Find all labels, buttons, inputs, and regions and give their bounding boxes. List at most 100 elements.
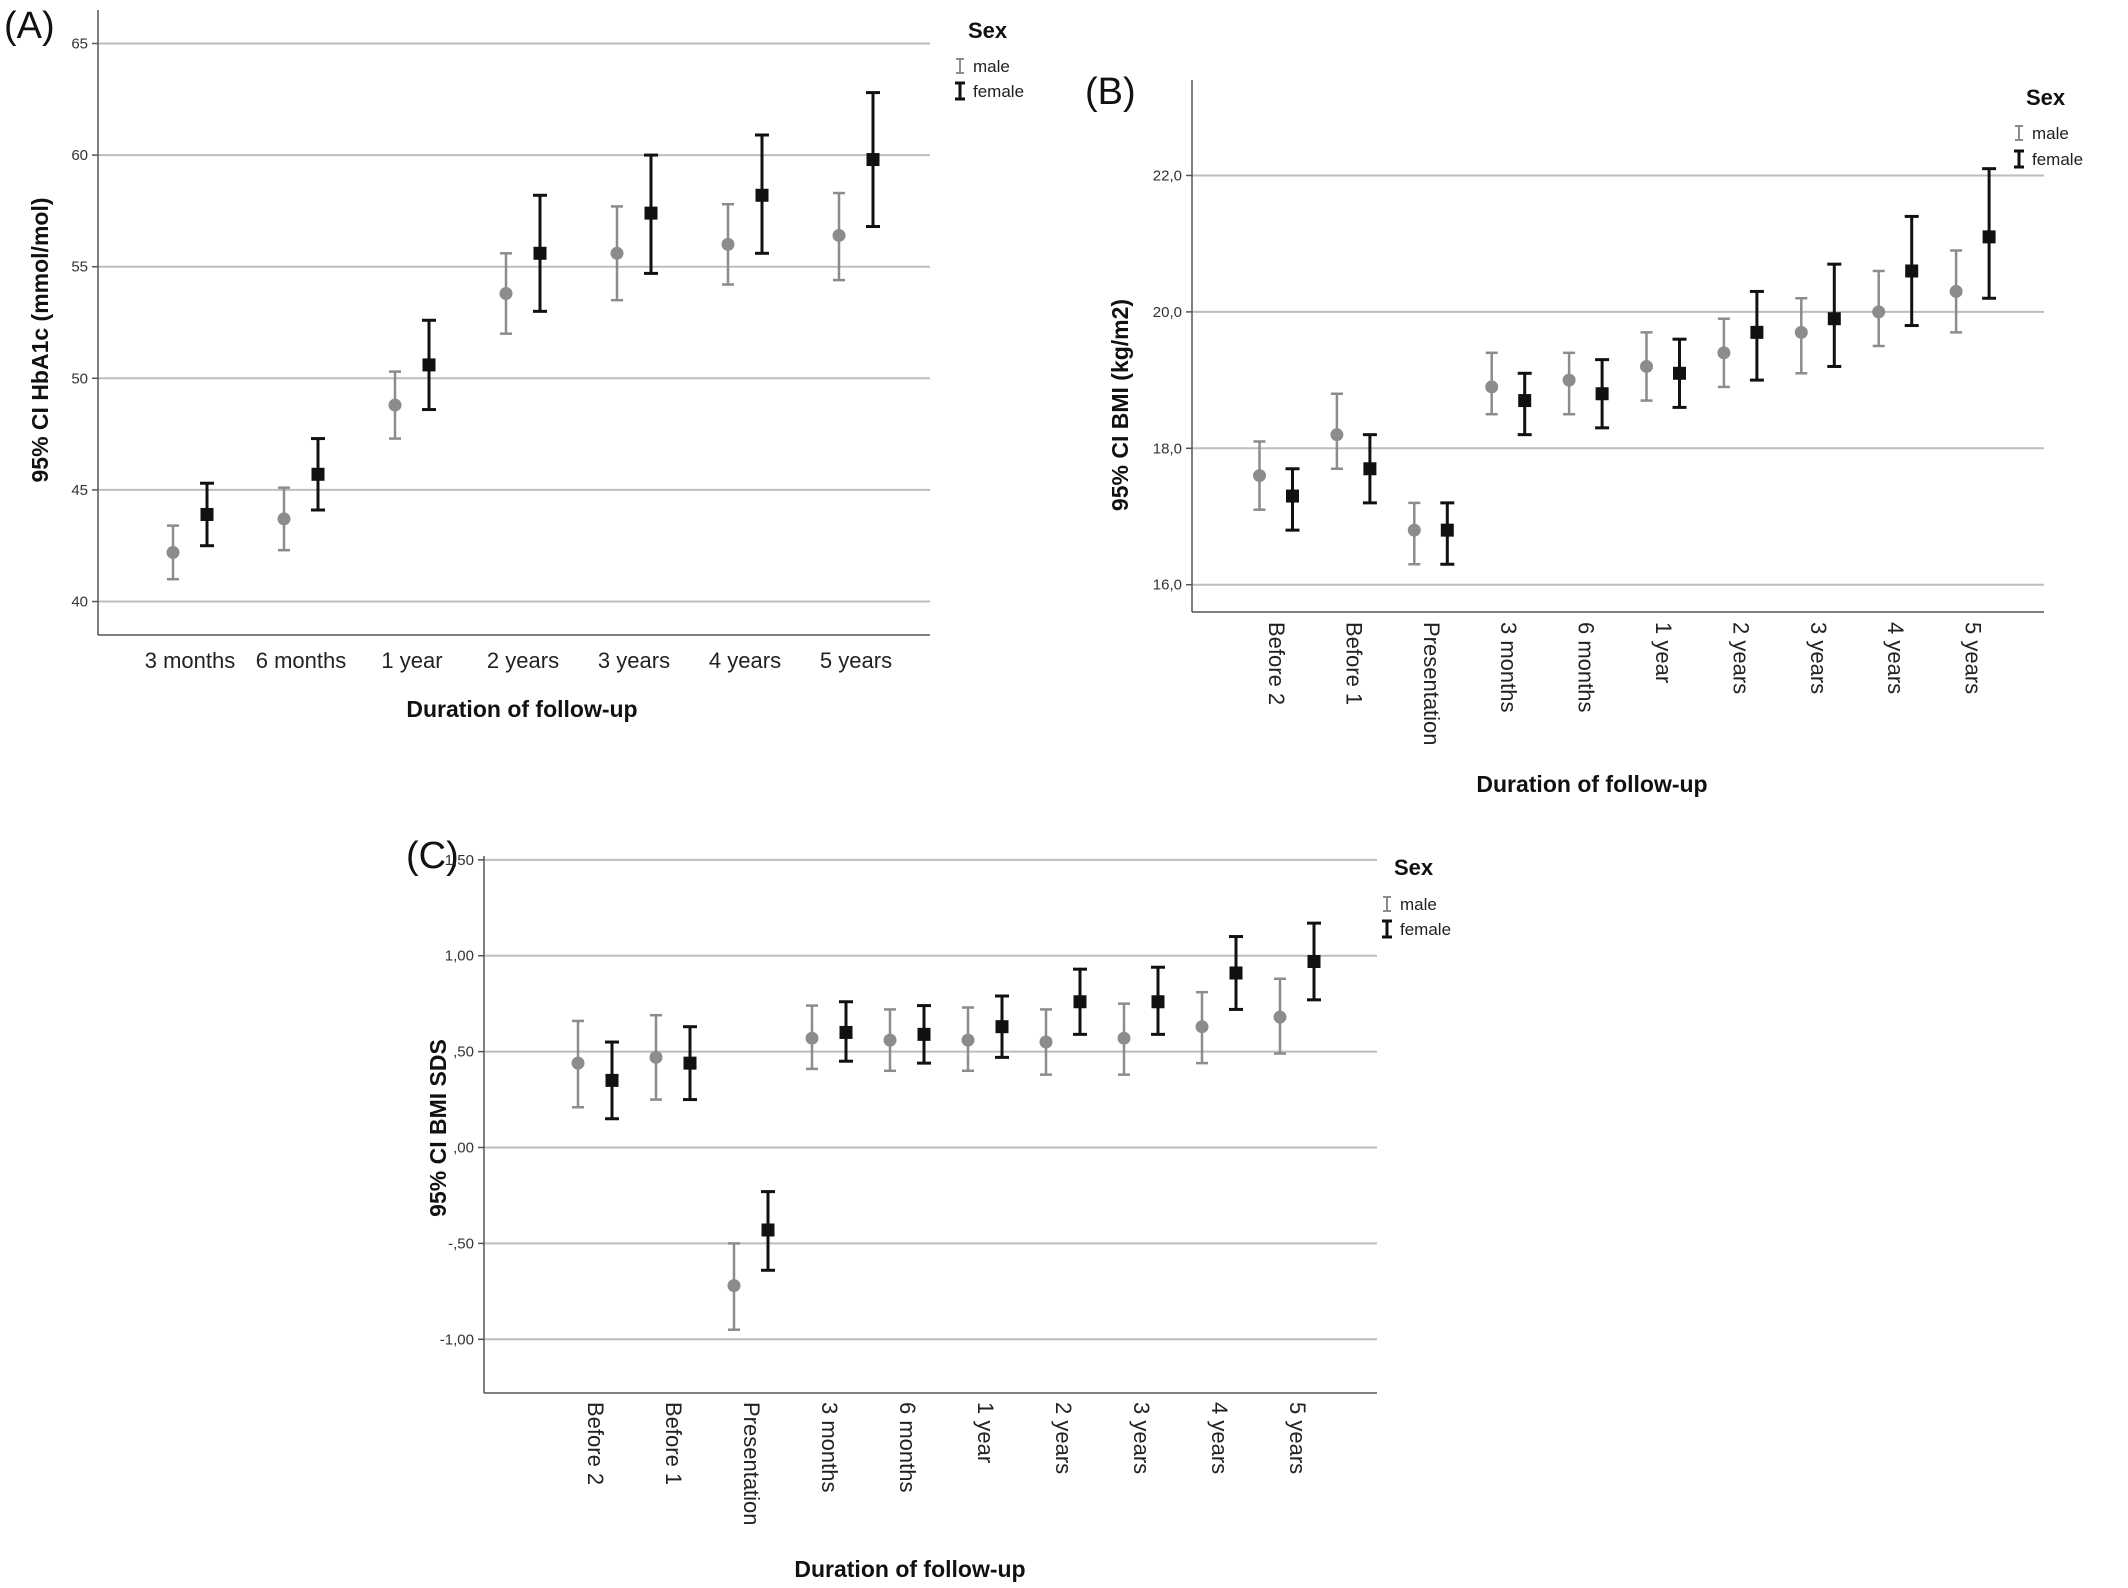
- point-female-3-months: [1518, 394, 1532, 408]
- point-male-5-years: [832, 228, 846, 242]
- legend-swatch-female: [2014, 149, 2024, 169]
- point-male-presentation: [1407, 523, 1421, 537]
- legend-title: Sex: [968, 18, 1008, 43]
- point-female-2-years: [1750, 325, 1764, 339]
- point-female-1-year: [995, 1020, 1009, 1034]
- y-tick-label: 65: [71, 35, 88, 52]
- point-male-4-years: [1195, 1020, 1209, 1034]
- panel-label: (A): [4, 5, 55, 47]
- legend-label-female: female: [1400, 920, 1451, 939]
- y-tick-label: 1,50: [445, 852, 474, 869]
- point-male-6-months: [277, 512, 291, 526]
- panel-label: (C): [406, 835, 459, 877]
- y-axis-title: 95% CI HbA1c (mmol/mol): [27, 198, 53, 483]
- point-male-before-2: [1253, 469, 1266, 483]
- point-male-6-months: [883, 1033, 897, 1047]
- y-tick-label: 16,0: [1153, 577, 1182, 594]
- legend-swatch-male: [956, 58, 964, 74]
- y-tick-label: 40: [71, 594, 88, 611]
- legend-label-male: male: [1400, 895, 1437, 914]
- point-male-3-months: [166, 545, 180, 559]
- point-female-2-years: [533, 246, 547, 260]
- point-female-before-1: [1363, 462, 1377, 476]
- point-female-presentation: [761, 1223, 775, 1237]
- x-tick-label: 4 years: [709, 648, 781, 673]
- point-female-1-year: [422, 358, 436, 372]
- y-tick-label: 45: [71, 482, 88, 499]
- point-male-4-years: [721, 237, 735, 251]
- legend-label-male: male: [973, 57, 1010, 76]
- y-axis-title: 95% CI BMI (kg/m2): [1107, 299, 1133, 511]
- x-tick-label: 2 years: [1051, 1402, 1076, 1474]
- point-female-4-years: [1229, 966, 1243, 980]
- x-tick-label: 3 years: [1806, 622, 1831, 694]
- x-tick-label: 1 year: [973, 1402, 998, 1463]
- point-male-6-months: [1562, 373, 1576, 387]
- x-tick-label: 2 years: [1728, 622, 1753, 694]
- legend-title: Sex: [2026, 85, 2066, 110]
- x-tick-label: Before 2: [1264, 622, 1289, 705]
- panel-a: (A) 40 45 50 55 60 65 3 months 6 months 1 year 2 …: [4, 5, 1024, 722]
- legend: Sex male female: [1394, 855, 1451, 939]
- y-tick-label: 20,0: [1153, 304, 1182, 321]
- y-tick-label: ,00: [453, 1140, 474, 1157]
- point-male-3-years: [1117, 1031, 1131, 1045]
- y-tick-label: -,50: [448, 1235, 474, 1252]
- x-tick-label: 5 years: [1285, 1402, 1310, 1474]
- point-male-5-years: [1273, 1010, 1287, 1024]
- point-female-3-years: [644, 206, 658, 220]
- y-tick-label: 50: [71, 370, 88, 387]
- plot-area: -1,00 -,50 ,00 ,50 1,00 1,50 Before 2 Before 1 P…: [440, 852, 1392, 1526]
- legend: Sex male female: [2026, 85, 2083, 169]
- point-female-5-years: [1982, 230, 1996, 244]
- point-male-3-months: [805, 1031, 819, 1045]
- point-male-2-years: [499, 286, 513, 300]
- point-female-5-years: [866, 153, 880, 167]
- x-tick-label: 3 months: [145, 648, 236, 673]
- y-tick-label: 18,0: [1153, 440, 1182, 457]
- point-male-before-2: [571, 1056, 585, 1070]
- x-tick-label: Presentation: [1419, 622, 1444, 746]
- point-male-2-years: [1717, 346, 1731, 360]
- point-male-before-1: [649, 1050, 663, 1064]
- point-male-5-years: [1949, 284, 1963, 298]
- point-male-1-year: [388, 398, 402, 412]
- legend-swatch-male: [2015, 125, 2023, 141]
- x-tick-label: 3 years: [598, 648, 670, 673]
- x-tick-label: 3 months: [817, 1402, 842, 1493]
- y-tick-label: 22,0: [1153, 167, 1182, 184]
- point-female-6-months: [1595, 387, 1609, 401]
- y-tick-label: ,50: [453, 1044, 474, 1061]
- legend-label-female: female: [973, 82, 1024, 101]
- point-female-3-years: [1151, 995, 1165, 1009]
- panel-label: (B): [1085, 71, 1136, 113]
- point-male-3-years: [1794, 325, 1808, 339]
- point-male-1-year: [961, 1033, 975, 1047]
- point-male-1-year: [1640, 359, 1653, 373]
- point-female-3-months: [839, 1025, 853, 1039]
- x-tick-label: 6 months: [1574, 622, 1599, 713]
- legend-swatch-male: [1383, 896, 1391, 912]
- x-tick-label: 2 years: [487, 648, 559, 673]
- y-tick-label: -1,00: [440, 1331, 474, 1348]
- legend-swatch-female: [955, 81, 965, 101]
- point-male-4-years: [1872, 305, 1886, 319]
- point-female-3-months: [200, 507, 214, 521]
- point-female-before-2: [1286, 489, 1299, 503]
- x-tick-label: 6 months: [256, 648, 347, 673]
- point-male-3-years: [610, 246, 624, 260]
- point-male-before-1: [1330, 428, 1344, 442]
- legend-label-male: male: [2032, 124, 2069, 143]
- point-male-3-months: [1485, 380, 1499, 394]
- y-tick-label: 55: [71, 259, 88, 276]
- legend: Sex male female: [968, 18, 1024, 101]
- point-female-6-months: [917, 1027, 931, 1041]
- x-tick-label: 1 year: [381, 648, 442, 673]
- point-female-5-years: [1307, 954, 1321, 968]
- point-female-before-2: [605, 1073, 619, 1087]
- point-female-1-year: [1673, 366, 1686, 380]
- legend-title: Sex: [1394, 855, 1434, 880]
- y-tick-label: 60: [71, 147, 88, 164]
- x-tick-label: 4 years: [1207, 1402, 1232, 1474]
